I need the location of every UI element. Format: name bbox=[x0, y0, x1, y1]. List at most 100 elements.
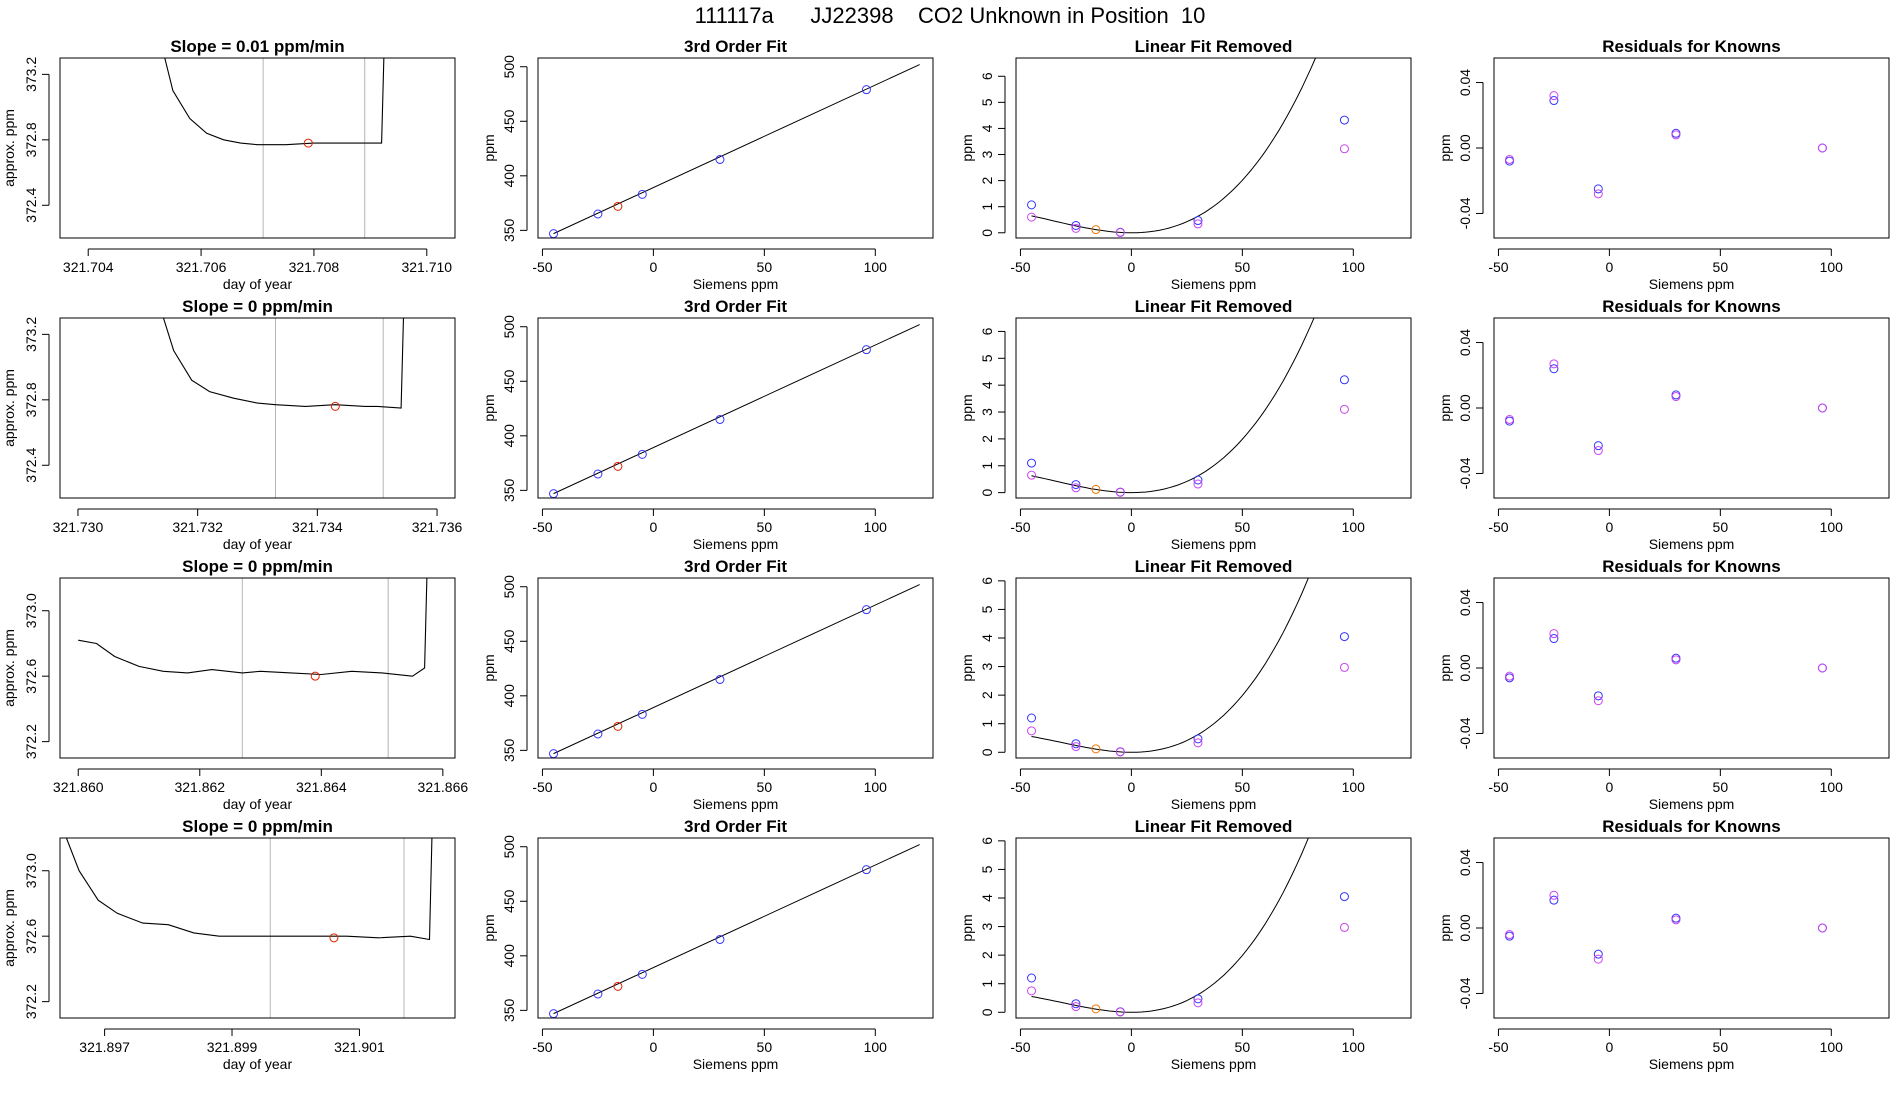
data-point-knowns bbox=[1339, 892, 1349, 902]
data-point-knowns bbox=[637, 969, 647, 979]
plot-area bbox=[1505, 890, 1827, 964]
x-tick-label: 321.864 bbox=[296, 779, 347, 795]
data-point-knowns-alt bbox=[1671, 915, 1681, 925]
panel-title: Slope = 0 ppm/min bbox=[182, 297, 333, 316]
x-axis-label: Siemens ppm bbox=[1171, 276, 1257, 292]
x-tick-label: 321.706 bbox=[176, 259, 227, 275]
plot-area bbox=[1027, 838, 1349, 1017]
panel-1-4: Residuals for Knowns -50 0 50 100 Siemens ppm… bbox=[1437, 37, 1890, 292]
x-tick-label: 50 bbox=[1235, 1039, 1251, 1055]
data-point-knowns-alt bbox=[1817, 923, 1827, 933]
x-tick-label: 100 bbox=[1820, 779, 1844, 795]
data-point-knowns-alt bbox=[1193, 998, 1203, 1008]
x-tick-label: 100 bbox=[864, 519, 888, 535]
y-tick-label: 3 bbox=[979, 408, 995, 416]
y-axis-label: ppm bbox=[481, 134, 497, 161]
y-tick-label: 450 bbox=[501, 369, 517, 393]
y-axis-label: approx. ppm bbox=[1, 109, 17, 187]
data-point-knowns bbox=[637, 189, 647, 199]
data-point-knowns bbox=[715, 934, 725, 944]
data-point-knowns bbox=[715, 154, 725, 164]
y-tick-label: 0.00 bbox=[1457, 394, 1473, 421]
mean-marker bbox=[330, 401, 340, 411]
data-point-knowns-alt bbox=[1115, 487, 1125, 497]
y-tick-label: 0 bbox=[979, 1008, 995, 1016]
plot-area bbox=[65, 838, 433, 1018]
fit-line bbox=[553, 64, 920, 235]
plot-frame bbox=[537, 577, 934, 759]
y-tick-label: 373.2 bbox=[23, 57, 39, 92]
data-point-knowns-alt bbox=[1549, 890, 1559, 900]
x-tick-label: 321.899 bbox=[207, 1039, 258, 1055]
y-tick-label: 350 bbox=[501, 738, 517, 762]
y-tick-label: 6 bbox=[979, 72, 995, 80]
y-tick-label: 500 bbox=[501, 55, 517, 79]
plot-frame bbox=[59, 577, 456, 759]
figure-title: 111117a JJ22398 CO2 Unknown in Position … bbox=[694, 3, 1206, 28]
panel-title: 3rd Order Fit bbox=[684, 297, 787, 316]
trace-line bbox=[65, 838, 433, 941]
x-tick-label: 0 bbox=[649, 779, 657, 795]
y-tick-label: 6 bbox=[979, 577, 995, 585]
panel-2-3: Linear Fit Removed -50 0 50 100 Siemens ppm 0 1… bbox=[959, 297, 1412, 552]
plot-area bbox=[1027, 318, 1349, 497]
data-point-knowns bbox=[861, 85, 871, 95]
panel-title: Slope = 0.01 ppm/min bbox=[170, 37, 344, 56]
trace-line bbox=[162, 318, 405, 409]
y-tick-label: 372.4 bbox=[23, 188, 39, 223]
x-axis-label: Siemens ppm bbox=[1649, 276, 1735, 292]
y-tick-label: 0.04 bbox=[1457, 329, 1473, 356]
data-point-knowns bbox=[1593, 949, 1603, 959]
data-point-knowns-alt bbox=[1071, 1002, 1081, 1012]
fit-curve bbox=[1031, 838, 1309, 1013]
x-tick-label: 321.860 bbox=[53, 779, 104, 795]
fit-curve bbox=[1031, 318, 1315, 494]
y-tick-label: 1 bbox=[979, 980, 995, 988]
panel-2-1: Slope = 0 ppm/min 321.730 321.732 321.734 32… bbox=[1, 297, 463, 552]
data-point-knowns-alt bbox=[1027, 986, 1037, 996]
data-point-knowns-alt bbox=[1817, 403, 1827, 413]
data-point-knowns-alt bbox=[1593, 696, 1603, 706]
panel-title: Linear Fit Removed bbox=[1135, 557, 1293, 576]
x-tick-label: 0 bbox=[1605, 259, 1613, 275]
y-tick-label: 400 bbox=[501, 944, 517, 968]
x-tick-label: -50 bbox=[1488, 1039, 1508, 1055]
y-tick-label: 2 bbox=[979, 951, 995, 959]
y-tick-label: 3 bbox=[979, 922, 995, 930]
data-point-knowns-alt bbox=[1505, 414, 1515, 424]
data-point-knowns-alt bbox=[1339, 404, 1349, 414]
x-tick-label: 100 bbox=[1342, 779, 1366, 795]
panel-4-3: Linear Fit Removed -50 0 50 100 Siemens ppm 0 1… bbox=[959, 817, 1412, 1072]
x-tick-label: 50 bbox=[1713, 779, 1729, 795]
data-point-knowns-alt bbox=[1505, 671, 1515, 681]
x-tick-label: 0 bbox=[649, 259, 657, 275]
x-axis-label: Siemens ppm bbox=[1171, 1056, 1257, 1072]
x-tick-label: 0 bbox=[649, 1039, 657, 1055]
x-tick-label: 50 bbox=[1235, 259, 1251, 275]
y-tick-label: 400 bbox=[501, 684, 517, 708]
data-point-knowns bbox=[1071, 220, 1081, 230]
y-tick-label: 4 bbox=[979, 634, 995, 642]
data-point-knowns-alt bbox=[1593, 189, 1603, 199]
y-tick-label: -0.04 bbox=[1457, 717, 1473, 749]
x-axis-label: day of year bbox=[223, 796, 293, 812]
y-tick-label: 1 bbox=[979, 462, 995, 470]
plot-frame bbox=[59, 317, 456, 499]
fit-curve bbox=[1031, 58, 1317, 234]
y-tick-label: 0 bbox=[979, 489, 995, 497]
x-tick-label: 100 bbox=[1342, 1039, 1366, 1055]
x-axis-label: Siemens ppm bbox=[693, 276, 779, 292]
x-tick-label: 100 bbox=[864, 779, 888, 795]
y-tick-label: 0.00 bbox=[1457, 914, 1473, 941]
plot-frame bbox=[1015, 317, 1412, 499]
plot-frame bbox=[59, 837, 456, 1019]
mean-marker bbox=[303, 138, 313, 148]
panel-4-4: Residuals for Knowns -50 0 50 100 Siemens ppm… bbox=[1437, 817, 1890, 1072]
x-tick-label: 321.866 bbox=[418, 779, 469, 795]
plot-area bbox=[1027, 578, 1349, 757]
data-point-knowns bbox=[1071, 480, 1081, 490]
y-axis-label: approx. ppm bbox=[1, 889, 17, 967]
x-axis-label: Siemens ppm bbox=[1649, 796, 1735, 812]
x-tick-label: -50 bbox=[1010, 519, 1030, 535]
x-tick-label: 50 bbox=[757, 519, 773, 535]
